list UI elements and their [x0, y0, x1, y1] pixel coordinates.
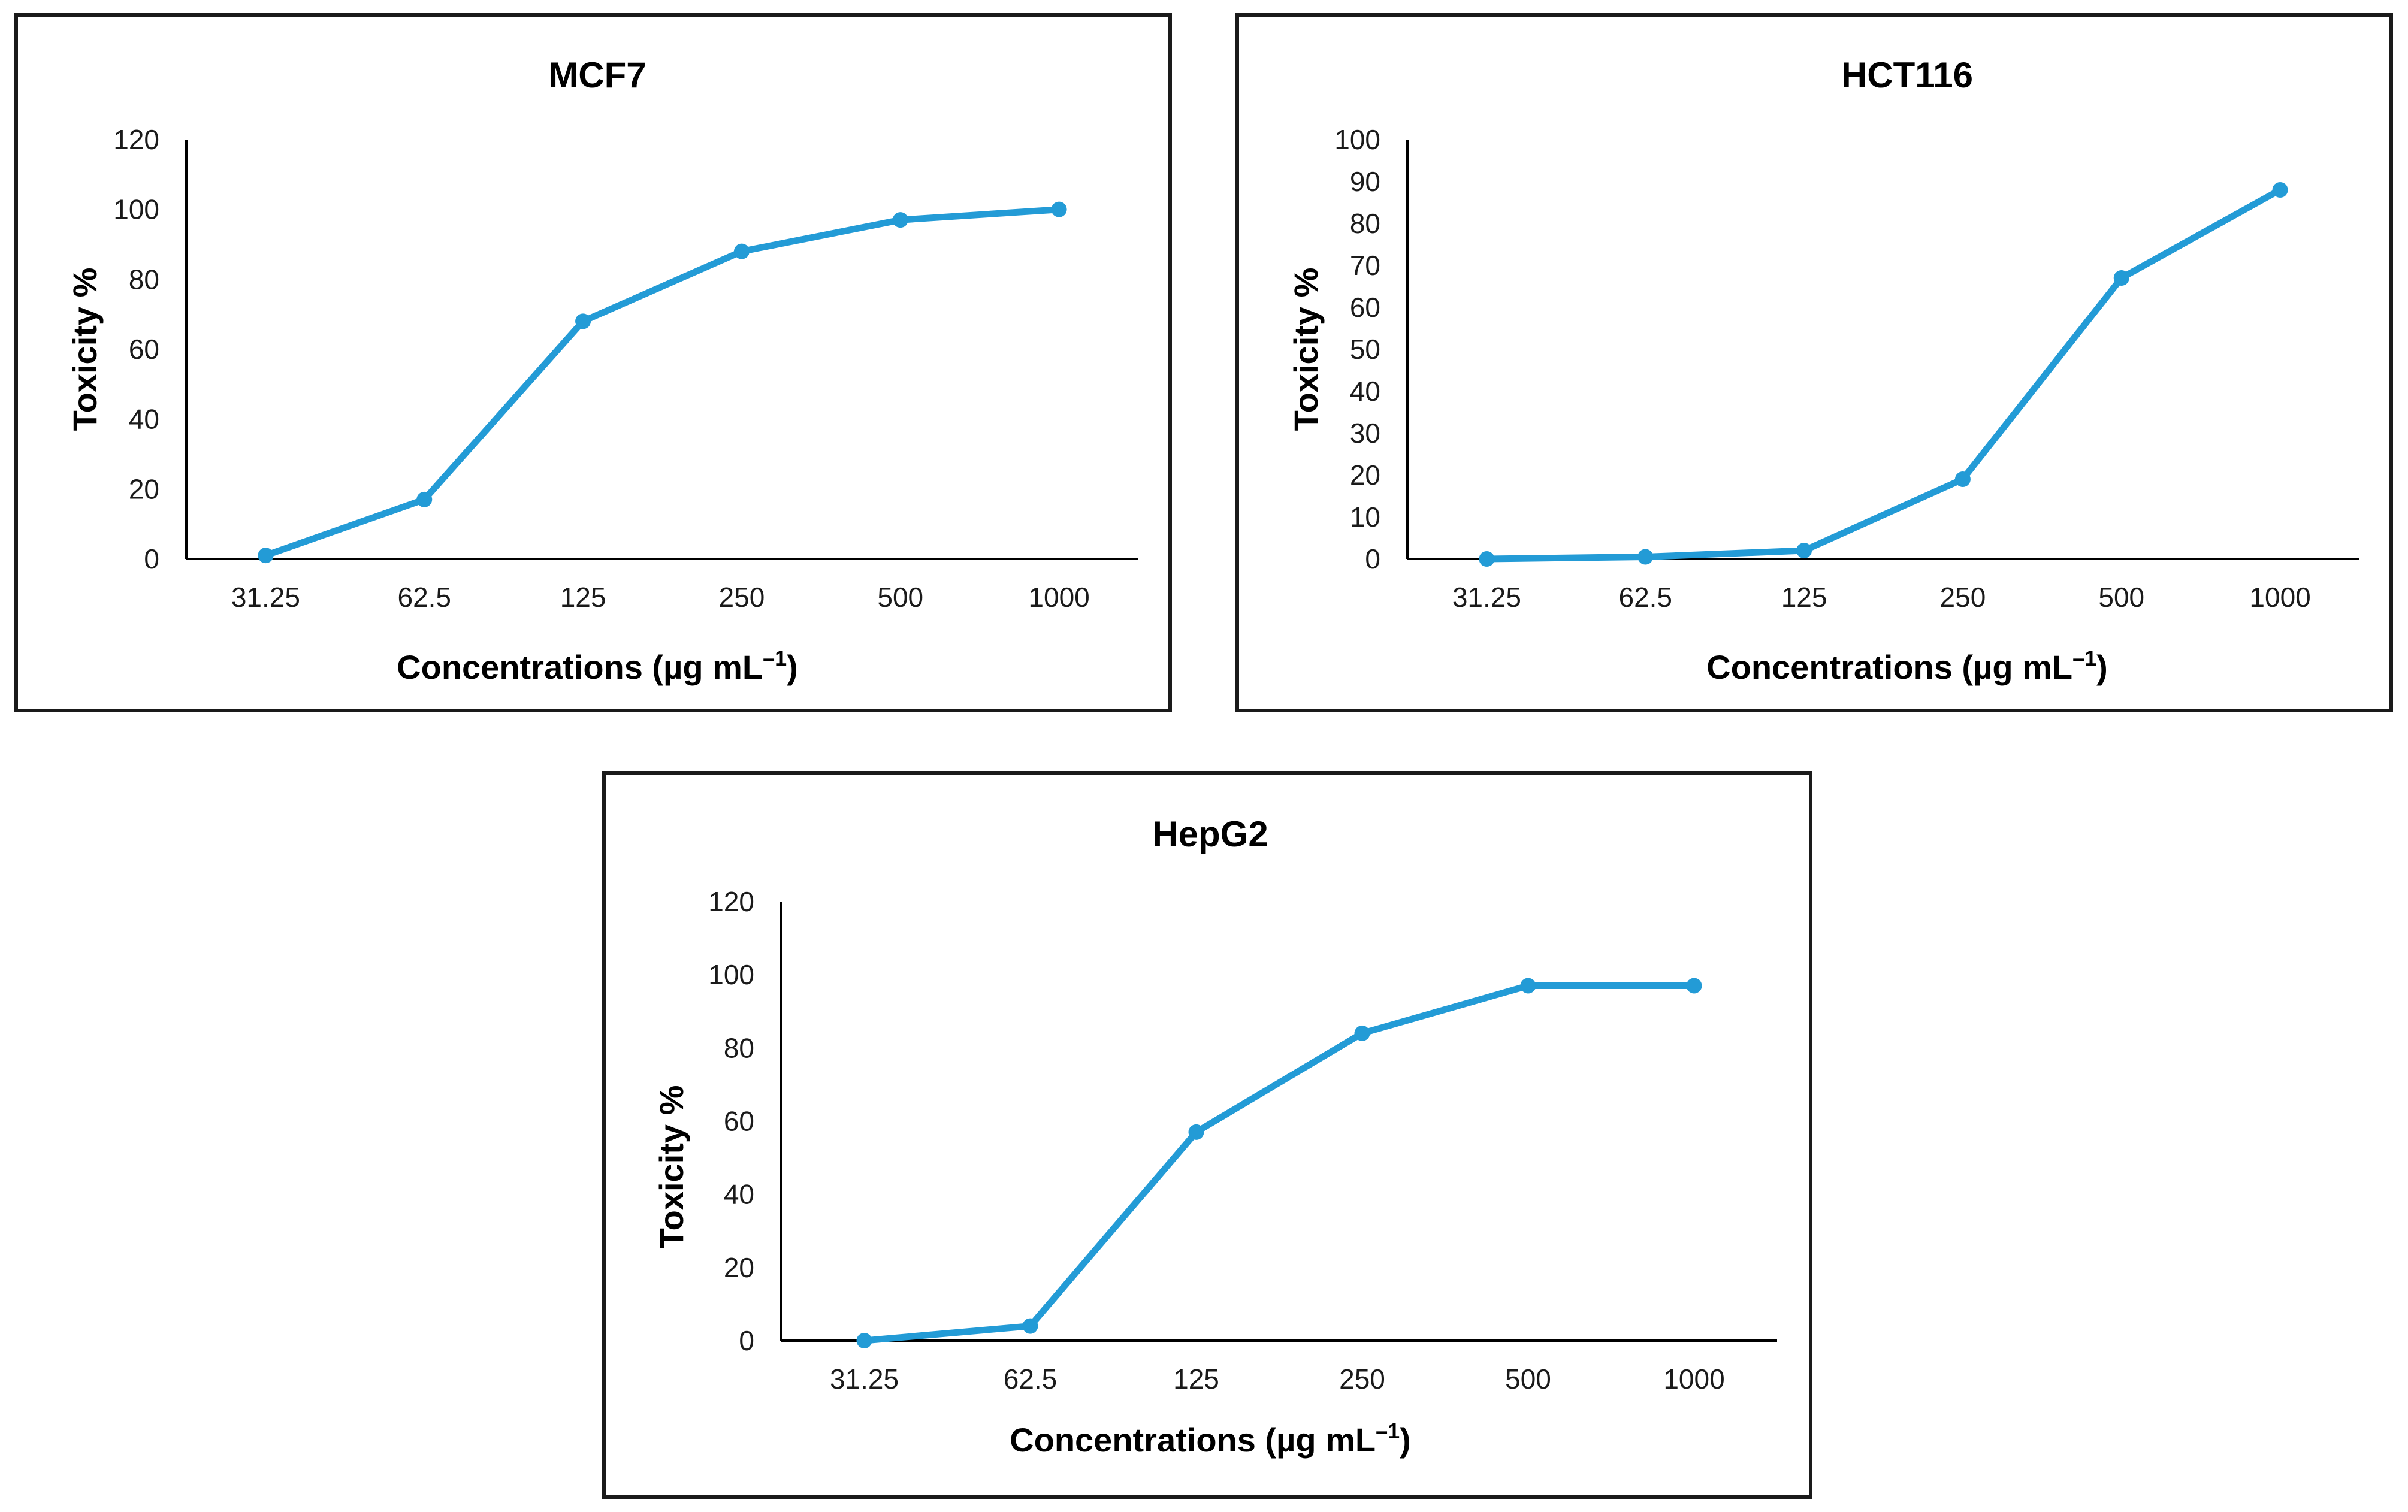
- x-tick-label: 500: [877, 582, 923, 613]
- x-tick-label: 62.5: [1004, 1363, 1058, 1395]
- x-axis-label-sup: –1: [1376, 1419, 1400, 1443]
- y-tick-label: 50: [1350, 334, 1380, 365]
- y-tick-label: 120: [113, 124, 159, 155]
- data-point: [733, 243, 750, 259]
- x-axis-label-sup: –1: [763, 646, 787, 670]
- data-point: [1051, 201, 1067, 217]
- chart-title: MCF7: [548, 55, 646, 95]
- data-point: [892, 212, 908, 228]
- data-point: [416, 491, 433, 507]
- data-point: [1637, 549, 1654, 565]
- plot-area: 0 10 20 30 40 50 60 70 80 90 100 31.25 62.5 125 250 500…: [1334, 124, 2359, 613]
- data-point: [1520, 978, 1536, 994]
- chart-title: HCT116: [1841, 55, 1973, 95]
- x-tick-label: 31.25: [1452, 582, 1521, 613]
- series-line: [262, 206, 1063, 559]
- y-tick-label: 80: [724, 1032, 754, 1063]
- y-axis-label: Toxicity %: [1287, 268, 1325, 431]
- x-axis-label-main: Concentrations (µg mL: [1706, 648, 2072, 686]
- series-line: [1483, 186, 2284, 563]
- y-tick-label: 40: [724, 1179, 754, 1210]
- y-tick-label: 0: [1365, 543, 1380, 574]
- y-tick-label: 100: [113, 194, 159, 225]
- data-point: [1479, 551, 1495, 567]
- chart-hepg2: HepG2 Toxicity % Concentrations (µg mL–1…: [652, 814, 1777, 1459]
- x-tick-label: 125: [1781, 582, 1827, 613]
- data-point: [258, 548, 274, 564]
- x-axis-label-main: Concentrations (µg mL: [1010, 1421, 1376, 1459]
- chart-hct116: HCT116 Toxicity % Concentrations (µg mL–…: [1287, 55, 2359, 686]
- x-tick-label: 250: [1940, 582, 1986, 613]
- y-tick-label: 90: [1350, 166, 1380, 197]
- plot-area: 0 20 40 60 80 100 120 31.25 62.5 125 250 500 1000: [708, 886, 1777, 1395]
- y-tick-label: 80: [129, 264, 159, 295]
- x-axis-label: Concentrations (µg mL–1): [1010, 1419, 1411, 1459]
- x-tick-label: 250: [719, 582, 765, 613]
- series-line: [861, 982, 1697, 1344]
- y-tick-label: 70: [1350, 250, 1380, 281]
- data-point: [1354, 1025, 1370, 1041]
- chart-panel-hepg2: HepG2 Toxicity % Concentrations (µg mL–1…: [602, 771, 1812, 1499]
- data-point: [1796, 543, 1812, 558]
- x-axis-label-close: ): [1400, 1421, 1411, 1459]
- y-tick-label: 40: [129, 404, 159, 435]
- y-tick-label: 100: [1334, 124, 1380, 155]
- data-point: [856, 1333, 872, 1348]
- chart-panel-hct116: HCT116 Toxicity % Concentrations (µg mL–…: [1235, 13, 2393, 712]
- x-tick-label: 1000: [1028, 582, 1089, 613]
- x-axis-label-close: ): [787, 648, 798, 686]
- x-tick-label: 62.5: [1618, 582, 1672, 613]
- chart-mcf7: MCF7 Toxicity % Concentrations (µg mL–1)…: [66, 55, 1138, 686]
- plot-area: 0 20 40 60 80 100 120 31.25 62.5 125 250 500 1000: [113, 124, 1138, 613]
- x-axis-label-close: ): [2096, 648, 2108, 686]
- x-axis-label: Concentrations (µg mL–1): [397, 646, 798, 686]
- x-axis-label-sup: –1: [2072, 646, 2096, 670]
- x-axis-label: Concentrations (µg mL–1): [1706, 646, 2108, 686]
- x-tick-label: 62.5: [397, 582, 451, 613]
- y-tick-label: 120: [708, 886, 754, 917]
- y-tick-label: 100: [708, 959, 754, 990]
- x-axis-label-main: Concentrations (µg mL: [397, 648, 763, 686]
- data-point: [1022, 1318, 1038, 1334]
- x-tick-label: 250: [1339, 1363, 1385, 1395]
- chart-title: HepG2: [1152, 814, 1268, 854]
- x-tick-label: 31.25: [830, 1363, 899, 1395]
- y-tick-label: 40: [1350, 376, 1380, 407]
- x-tick-label: 1000: [1663, 1363, 1724, 1395]
- x-tick-label: 125: [1173, 1363, 1219, 1395]
- data-point: [2272, 182, 2288, 198]
- y-tick-label: 30: [1350, 418, 1380, 449]
- data-point: [1188, 1124, 1204, 1140]
- chart-panel-mcf7: MCF7 Toxicity % Concentrations (µg mL–1)…: [14, 13, 1172, 712]
- y-axis-label: Toxicity %: [66, 268, 104, 431]
- y-tick-label: 10: [1350, 501, 1380, 533]
- y-tick-label: 20: [129, 473, 159, 504]
- y-axis-label: Toxicity %: [652, 1085, 690, 1249]
- data-point: [1954, 471, 1971, 487]
- y-tick-label: 0: [739, 1325, 754, 1356]
- x-tick-label: 1000: [2249, 582, 2310, 613]
- x-tick-label: 500: [1505, 1363, 1551, 1395]
- data-point: [575, 313, 591, 329]
- x-tick-label: 31.25: [231, 582, 300, 613]
- y-tick-label: 80: [1350, 208, 1380, 239]
- y-tick-label: 0: [144, 543, 159, 574]
- y-tick-label: 60: [129, 334, 159, 365]
- data-point: [2113, 270, 2129, 286]
- data-point: [1686, 978, 1702, 994]
- y-tick-label: 60: [1350, 292, 1380, 323]
- x-tick-label: 500: [2098, 582, 2144, 613]
- y-tick-label: 20: [724, 1252, 754, 1283]
- y-tick-label: 60: [724, 1106, 754, 1137]
- x-tick-label: 125: [560, 582, 606, 613]
- y-tick-label: 20: [1350, 459, 1380, 491]
